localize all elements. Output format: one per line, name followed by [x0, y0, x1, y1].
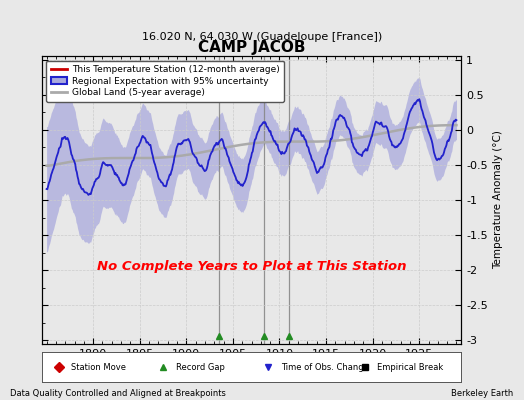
Legend: This Temperature Station (12-month average), Regional Expectation with 95% uncer: This Temperature Station (12-month avera… — [47, 60, 284, 102]
Text: Empirical Break: Empirical Break — [377, 362, 443, 372]
Text: No Complete Years to Plot at This Station: No Complete Years to Plot at This Statio… — [97, 260, 406, 273]
Text: 16.020 N, 64.030 W (Guadeloupe [France]): 16.020 N, 64.030 W (Guadeloupe [France]) — [142, 32, 382, 42]
Text: Berkeley Earth: Berkeley Earth — [451, 389, 514, 398]
Text: Station Move: Station Move — [71, 362, 126, 372]
Text: Record Gap: Record Gap — [176, 362, 225, 372]
Title: CAMP JACOB: CAMP JACOB — [198, 40, 305, 55]
Text: Time of Obs. Change: Time of Obs. Change — [281, 362, 369, 372]
Y-axis label: Temperature Anomaly (°C): Temperature Anomaly (°C) — [493, 130, 503, 270]
Text: Data Quality Controlled and Aligned at Breakpoints: Data Quality Controlled and Aligned at B… — [10, 389, 226, 398]
